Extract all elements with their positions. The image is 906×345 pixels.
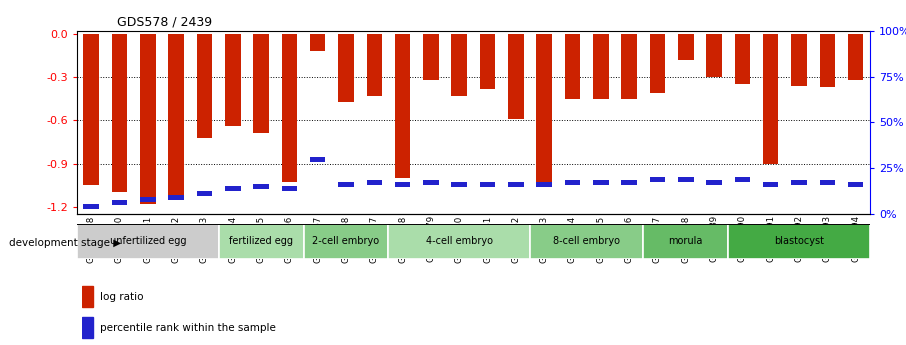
Text: 2-cell embryo: 2-cell embryo xyxy=(313,237,380,246)
Bar xyxy=(451,34,467,96)
Bar xyxy=(338,182,353,187)
Bar xyxy=(530,224,643,259)
Bar xyxy=(310,34,325,51)
Bar xyxy=(197,191,212,196)
Bar xyxy=(564,180,580,185)
Bar xyxy=(282,186,297,191)
Bar xyxy=(83,34,99,185)
Bar xyxy=(593,180,609,185)
Bar xyxy=(622,34,637,99)
Bar xyxy=(707,180,722,185)
Bar xyxy=(508,182,524,187)
Bar xyxy=(111,34,127,192)
Bar xyxy=(254,184,269,189)
Text: blastocyst: blastocyst xyxy=(774,237,824,246)
Bar xyxy=(423,34,439,80)
Bar xyxy=(82,317,92,338)
Bar xyxy=(83,204,99,209)
Text: development stage ▶: development stage ▶ xyxy=(9,238,121,248)
Bar xyxy=(304,224,389,259)
Bar xyxy=(225,186,240,191)
Bar xyxy=(678,34,693,60)
Bar xyxy=(791,180,806,185)
Bar xyxy=(536,34,552,185)
Bar xyxy=(225,34,240,126)
Bar xyxy=(169,195,184,200)
Text: morula: morula xyxy=(669,237,703,246)
Text: 8-cell embryo: 8-cell embryo xyxy=(554,237,620,246)
Bar xyxy=(848,34,863,80)
Bar xyxy=(791,34,806,86)
Bar xyxy=(197,34,212,138)
Bar xyxy=(77,224,218,259)
Bar xyxy=(508,34,524,119)
Bar xyxy=(480,182,496,187)
Bar xyxy=(389,224,530,259)
Bar xyxy=(707,34,722,77)
Bar xyxy=(254,34,269,133)
Bar xyxy=(282,34,297,182)
Bar xyxy=(395,34,410,178)
Bar xyxy=(728,224,870,259)
Bar xyxy=(820,34,835,87)
Bar xyxy=(622,180,637,185)
Text: 4-cell embryo: 4-cell embryo xyxy=(426,237,493,246)
Bar xyxy=(650,34,665,93)
Bar xyxy=(140,34,156,204)
Bar xyxy=(735,34,750,84)
Bar xyxy=(735,177,750,182)
Bar xyxy=(395,182,410,187)
Bar xyxy=(643,224,728,259)
Bar xyxy=(140,197,156,202)
Bar xyxy=(848,182,863,187)
Bar xyxy=(763,34,778,164)
Text: log ratio: log ratio xyxy=(100,292,143,302)
Bar xyxy=(763,182,778,187)
Bar xyxy=(451,182,467,187)
Bar xyxy=(820,180,835,185)
Bar xyxy=(678,177,693,182)
Bar xyxy=(480,34,496,89)
Text: fertilized egg: fertilized egg xyxy=(229,237,293,246)
Bar xyxy=(367,34,382,96)
Bar xyxy=(218,224,304,259)
Bar xyxy=(564,34,580,99)
Bar xyxy=(310,157,325,161)
Bar xyxy=(111,200,127,206)
Text: unfertilized egg: unfertilized egg xyxy=(110,237,186,246)
Text: GDS578 / 2439: GDS578 / 2439 xyxy=(117,15,212,28)
Text: percentile rank within the sample: percentile rank within the sample xyxy=(100,323,275,333)
Bar xyxy=(423,180,439,185)
Bar xyxy=(82,286,92,307)
Bar xyxy=(367,180,382,185)
Bar xyxy=(650,177,665,182)
Bar xyxy=(536,182,552,187)
Bar xyxy=(338,34,353,101)
Bar xyxy=(593,34,609,99)
Bar xyxy=(169,34,184,198)
